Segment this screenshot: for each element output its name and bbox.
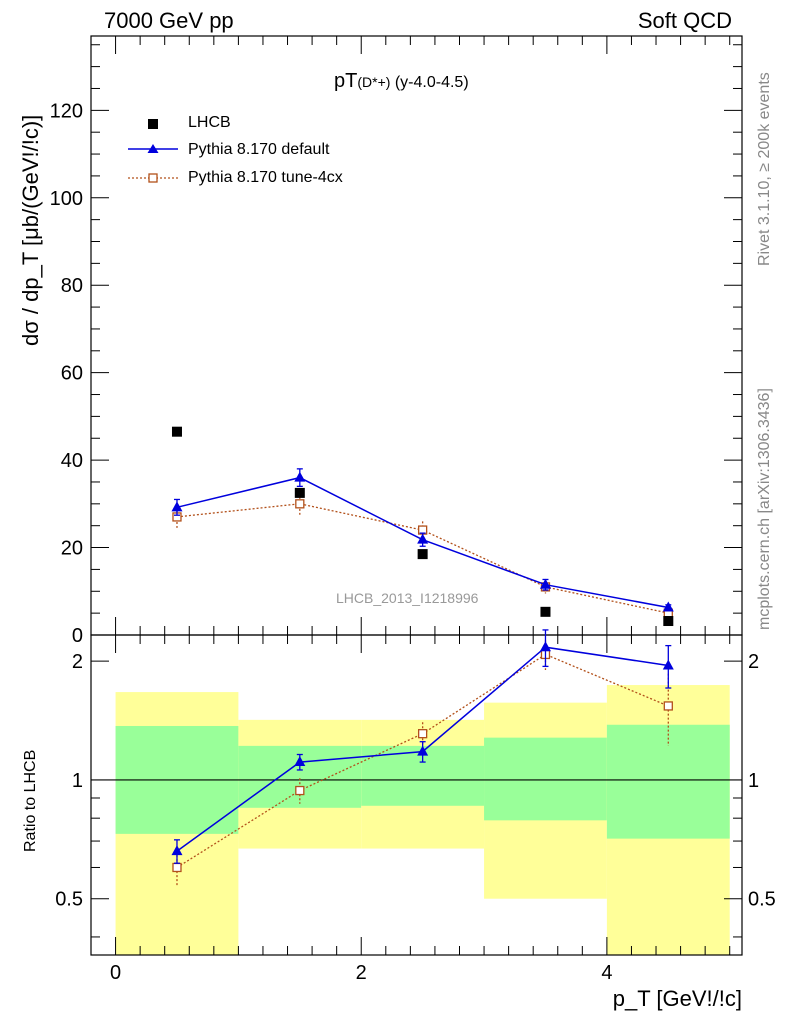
x-axis-title: p_T [GeV!/!c] [612, 986, 742, 1011]
band-yellow-1 [238, 719, 362, 849]
ratio-tune-line [176, 653, 669, 869]
mcplots-label: mcplots.cern.ch [arXiv:1306.3436] [756, 388, 773, 630]
main-ytick-label: 80 [61, 275, 83, 297]
main-default-line [176, 476, 669, 609]
ratio-ytick-label-right: 1 [748, 770, 759, 792]
main-tune-point [417, 525, 428, 535]
ratio-ytick-label-left: 0.5 [55, 889, 83, 911]
main-ytick-label: 120 [50, 100, 83, 122]
main-default-point [539, 578, 551, 589]
band-yellow-3 [484, 702, 607, 899]
y-axis-title-top-text: dσ / dp_T [μb/(GeV!/!c)] [18, 114, 43, 346]
ratio-default-point [294, 756, 306, 767]
band-yellow-0 [115, 692, 239, 955]
header-right: Soft QCD [637, 8, 732, 33]
main-default-point [294, 471, 306, 482]
ratio-ytick-label-right: 0.5 [748, 889, 776, 911]
ratio-default-point [417, 745, 429, 756]
main-tune-point [295, 499, 305, 509]
plot-title-range: (y-4.0-4.5) [390, 74, 469, 91]
ratio-tune-point [172, 862, 182, 873]
main-lhcb-point [294, 487, 305, 498]
ratio-plot-frame [90, 634, 743, 956]
band-green-2 [361, 745, 485, 806]
main-lhcb-point [417, 549, 428, 560]
main-ytick-label: 60 [61, 363, 83, 385]
main-ytick-label: 0 [72, 625, 83, 647]
plot-title: pT(D*+) (y-4.0-4.5) [334, 70, 469, 93]
main-tune-point [540, 582, 551, 592]
ratio-xtick-label: 2 [356, 962, 367, 984]
ratio-tune-point [663, 701, 673, 711]
legend-label-lhcb: LHCB [188, 114, 231, 131]
ratio-ytick-label-right: 2 [748, 651, 759, 673]
legend-marker-lhcb [148, 119, 158, 129]
main-tune-point [663, 608, 673, 618]
ratio-default-point [539, 641, 551, 652]
main-default-point [417, 533, 429, 544]
y-axis-title-top: dσ / dp_T [μb/(GeV!/!c)] [18, 115, 44, 346]
ratio-default-line [176, 646, 669, 852]
y-axis-title-bottom-text: Ratio to LHCB [22, 749, 39, 852]
rivet-label: Rivet 3.1.10, ≥ 200k events [756, 72, 773, 266]
main-default-point [662, 601, 674, 612]
main-lhcb-point [663, 616, 674, 627]
main-ytick-label: 20 [61, 538, 83, 560]
band-green-3 [484, 737, 607, 821]
main-lhcb-point [171, 426, 182, 437]
plot-title-particle: (D*+) [357, 74, 391, 90]
ratio-tune-point [295, 785, 305, 796]
legend: LHCB Pythia 8.170 default Pythia 8.170 t… [128, 112, 368, 196]
legend-marker-tune [148, 173, 158, 183]
legend-label-default: Pythia 8.170 default [188, 141, 330, 158]
y-axis-title-bottom: Ratio to LHCB [22, 750, 40, 852]
main-tune-point [172, 512, 182, 522]
ratio-ytick-label-left: 2 [72, 651, 83, 673]
band-green-4 [606, 724, 730, 839]
ratio-default-point [171, 845, 183, 856]
watermark: LHCB_2013_I1218996 [336, 590, 479, 606]
band-green-1 [238, 745, 362, 808]
main-lhcb-point [540, 606, 551, 617]
main-ytick-label: 40 [61, 450, 83, 472]
legend-label-tune: Pythia 8.170 tune-4cx [188, 169, 343, 186]
ratio-xtick-label: 0 [110, 962, 121, 984]
band-yellow-2 [361, 719, 485, 849]
band-yellow-4 [606, 685, 730, 955]
plot-title-main: pT [334, 70, 358, 92]
header-left: 7000 GeV pp [104, 8, 234, 33]
main-ytick-label: 100 [50, 188, 83, 210]
main-default-point [171, 501, 183, 512]
band-green-0 [115, 725, 239, 834]
ratio-tune-point [540, 649, 551, 660]
ratio-xtick-label: 4 [601, 962, 612, 984]
legend-markers [128, 119, 178, 183]
ratio-default-point [662, 659, 674, 670]
ratio-ytick-label-left: 1 [72, 770, 83, 792]
ratio-tune-point [417, 729, 428, 739]
